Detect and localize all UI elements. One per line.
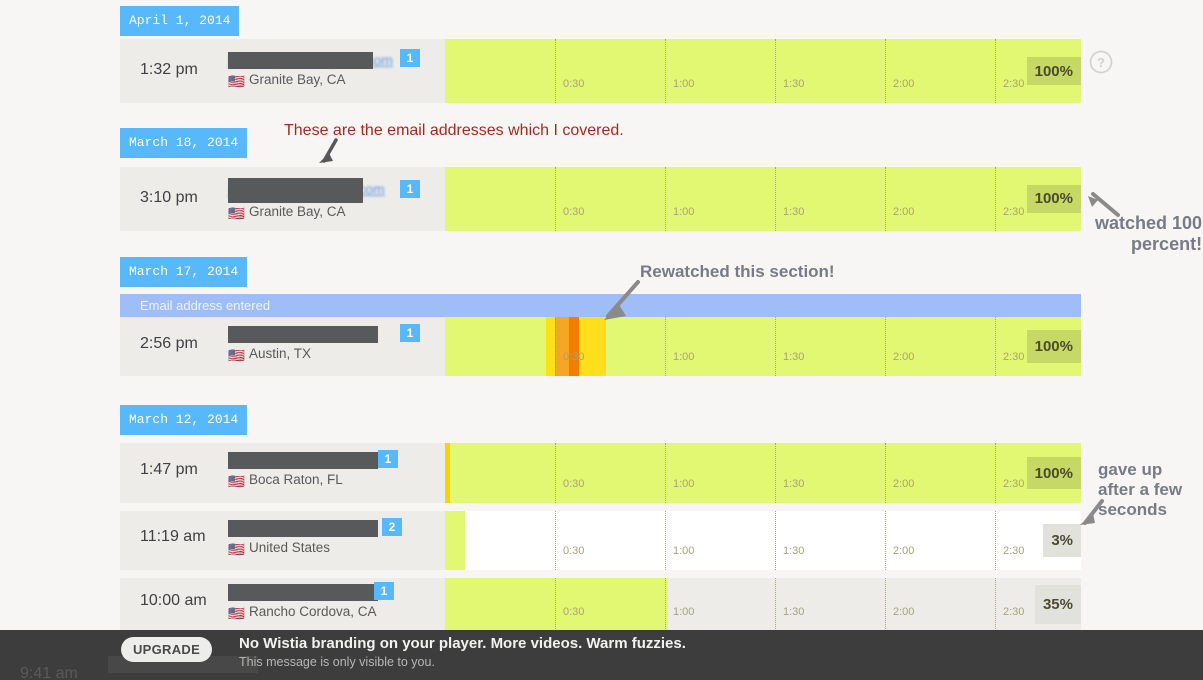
svg-text:?: ?: [1097, 55, 1105, 70]
